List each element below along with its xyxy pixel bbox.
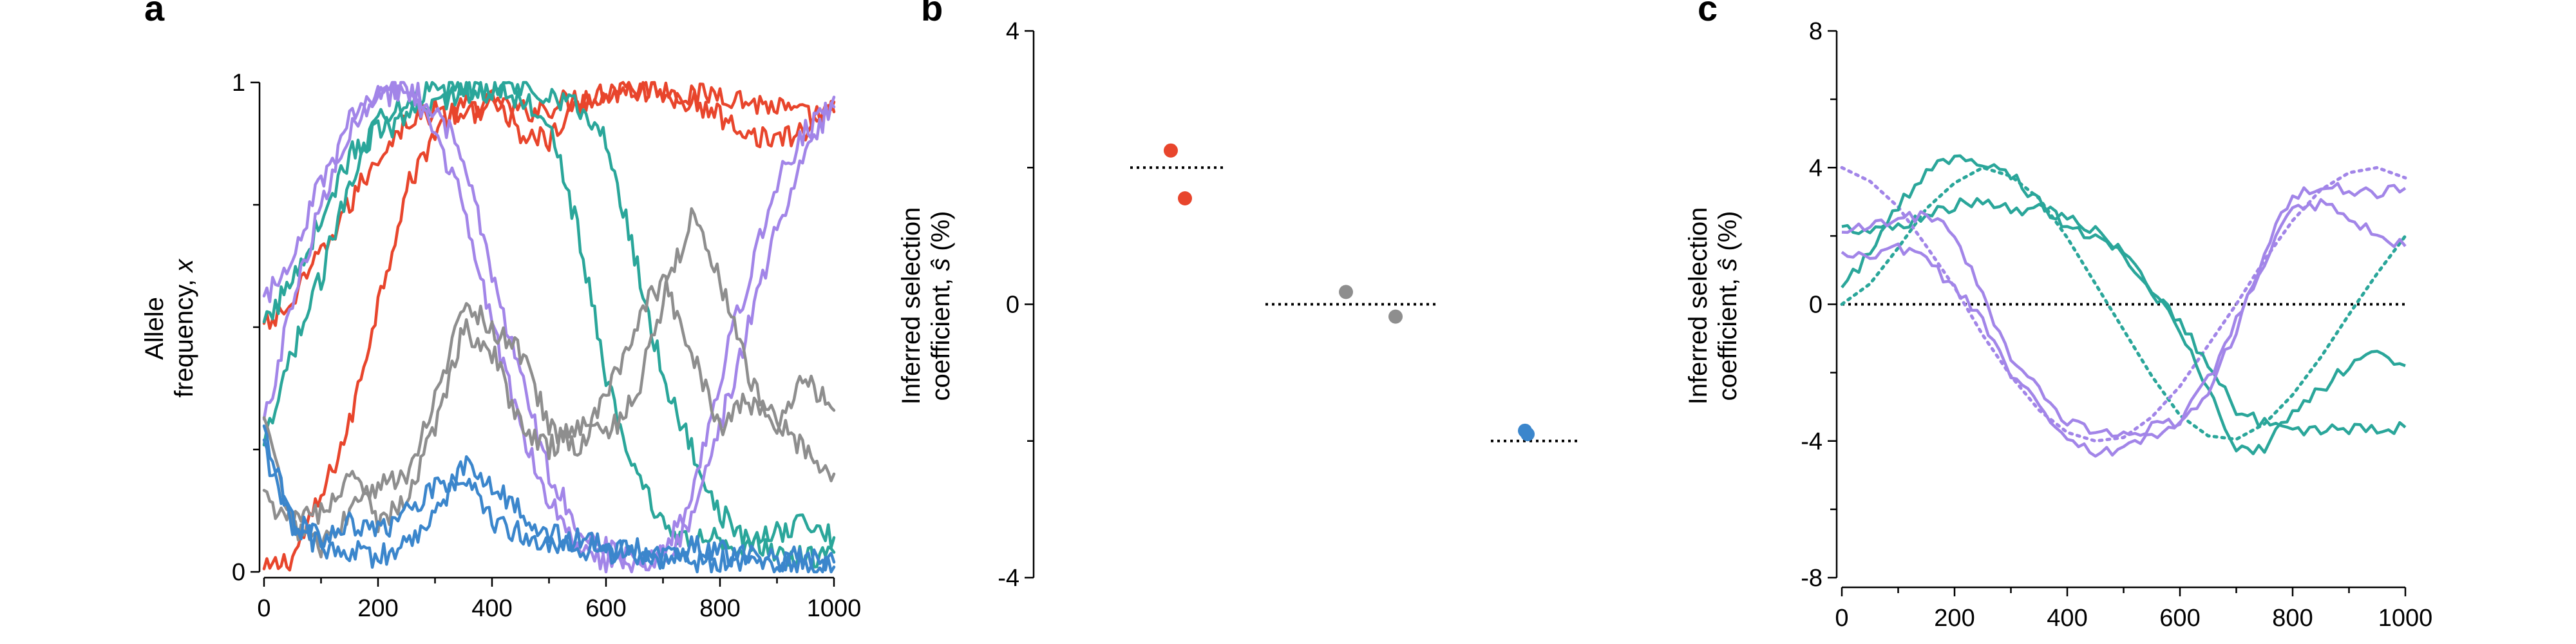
panel-a-letter: a — [144, 0, 165, 28]
panel-c-y-axis-label-line-0: Inferred selection — [1684, 207, 1712, 405]
panel-a-trajectory-red — [262, 80, 836, 330]
panel-a-x-tick-label: 1000 — [807, 595, 862, 622]
panel-c-marks — [1840, 154, 2407, 458]
panel-a-y-tick-label: 1 — [232, 70, 245, 97]
panel-b-marks — [1130, 143, 1578, 442]
panel-b-y-axis-label-line-0: Inferred selection — [897, 207, 925, 405]
panel-a-x-tick-label: 600 — [585, 595, 626, 622]
panel-a-x-tick-label: 200 — [357, 595, 398, 622]
panel-a-trajectory-purple — [262, 80, 836, 570]
panel-b-y-tick-label: 0 — [1006, 292, 1019, 319]
panel-a-trajectory-red — [262, 80, 836, 572]
panel-c-x-tick-label: 1000 — [2378, 605, 2433, 632]
panel-c-x-tick-label: 800 — [2272, 605, 2313, 632]
panel-b-axes: 4 0 -4 — [998, 18, 1035, 592]
panel-b-y-tick-label: -4 — [998, 565, 1019, 592]
panel-a-y-tick-label: 0 — [232, 559, 245, 586]
panel-b-letter: b — [921, 0, 943, 28]
panel-c-x-tick-label: 200 — [1934, 605, 1975, 632]
panel-c-y-tick-label: 8 — [1809, 18, 1823, 45]
panel-b-y-axis-label-unit: (%) — [927, 211, 955, 258]
panel-c-y-tick-label: 4 — [1809, 155, 1823, 182]
panel-c-x-tick-label: 600 — [2159, 605, 2200, 632]
panel-c-letter: c — [1698, 0, 1718, 28]
panel-b-y-axis-label-variable: ŝ — [927, 258, 955, 271]
panel-b-point-gray — [1388, 309, 1403, 324]
panel-b-y-axis-label: Inferred selectioncoefficient, ŝ (%) — [897, 207, 955, 405]
panel-c-true-curve-teal — [1840, 166, 2407, 441]
panel-b-point-red — [1178, 191, 1192, 206]
panel-c-inferred-curve-teal — [1841, 197, 2407, 437]
panel-a-trajectory-teal — [262, 80, 836, 569]
panel-c-y-axis-label-text: Inferred selectioncoefficient, ŝ (%) — [1684, 207, 1742, 405]
panel-c-y-axis-label-line-1: coefficient, — [1714, 271, 1742, 401]
panel-c-axes: 8 4 0 -4 -8 0 200 400 600 800 1000 — [1801, 18, 2432, 632]
panel-b-y-tick-label: 4 — [1006, 18, 1019, 45]
panel-a-trajectory-blue — [262, 438, 836, 574]
panel-c-y-axis-label-variable: ŝ — [1714, 258, 1742, 271]
panel-c-x-tick-label: 0 — [1835, 605, 1848, 632]
panel-a-y-axis-label-line-0: Allele — [140, 297, 169, 360]
panel-a-y-axis-label-text: Allelefrequency, x — [140, 258, 198, 398]
panel-c-y-axis-label-unit: (%) — [1714, 211, 1742, 258]
panel-b-point-gray — [1339, 285, 1353, 299]
panel-a-x-tick-label: 400 — [471, 595, 512, 622]
panel-a-axes: 0 1 0 200 400 600 800 1000 — [232, 70, 861, 622]
panel-b-y-axis-label-text: Inferred selectioncoefficient, ŝ (%) — [897, 207, 955, 405]
panel-c-inferred-curve-teal — [1841, 154, 2406, 455]
panel-a-y-axis-label-line-1: frequency, — [170, 272, 198, 398]
panel-a-trajectory-gray — [262, 207, 836, 533]
panel-c-inferred-curve-purple — [1841, 182, 2407, 458]
panel-a-trajectory-gray — [262, 273, 836, 559]
panel-a-trajectory-purple — [262, 80, 836, 574]
panel-c-y-tick-label: -8 — [1801, 565, 1823, 592]
panel-a-y-axis-label-variable: x — [170, 258, 198, 274]
panel-b: b Inferred selectioncoefficient, ŝ (%) 4… — [897, 0, 1578, 592]
panel-a-y-axis-label: Allelefrequency, x — [140, 258, 198, 398]
panel-c: c Inferred selectioncoefficient, ŝ (%) 8… — [1684, 0, 2432, 632]
panel-b-point-blue — [1520, 427, 1535, 442]
panel-a: a Allelefrequency, x 0 1 0 200 400 600 800 1000 — [140, 0, 861, 622]
panel-a-trajectory-blue — [262, 424, 836, 573]
panel-a-x-tick-label: 800 — [699, 595, 740, 622]
panel-c-y-axis-label: Inferred selectioncoefficient, ŝ (%) — [1684, 207, 1742, 405]
panel-c-y-tick-label: 0 — [1809, 292, 1823, 319]
panel-c-x-tick-label: 400 — [2047, 605, 2087, 632]
panel-c-y-tick-label: -4 — [1801, 428, 1823, 455]
panel-b-point-red — [1164, 143, 1178, 158]
panel-c-inferred-curve-purple — [1841, 198, 2407, 438]
panel-b-y-axis-label-line-1: coefficient, — [927, 271, 955, 401]
panel-c-true-curve-purple — [1840, 166, 2407, 443]
panel-a-x-tick-label: 0 — [257, 595, 270, 622]
panel-a-series — [262, 80, 836, 574]
